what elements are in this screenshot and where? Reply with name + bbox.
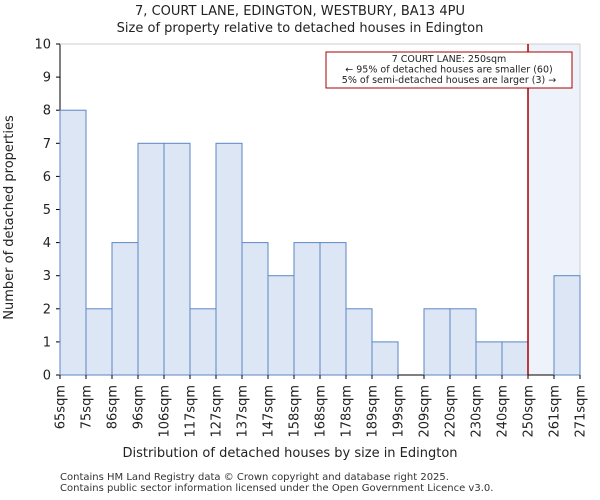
x-tick-label: 189sqm	[366, 385, 381, 438]
bar	[449, 308, 477, 376]
annotation-line: 7 COURT LANE: 250sqm	[392, 54, 507, 65]
x-tick-label: 240sqm	[496, 385, 511, 438]
bar	[137, 142, 165, 376]
footer-copyright: Contains HM Land Registry data © Crown c…	[60, 472, 449, 483]
footer-licence: Contains public sector information licen…	[60, 483, 494, 494]
bar	[293, 242, 321, 376]
x-tick-label: 220sqm	[444, 385, 459, 438]
y-tick-label: 4	[43, 236, 51, 251]
annotation-box	[325, 51, 573, 89]
x-tick-label: 271sqm	[574, 385, 589, 438]
x-tick-label: 75sqm	[80, 385, 95, 429]
y-tick-label: 1	[43, 335, 51, 350]
annotation-line: ← 95% of detached houses are smaller (60…	[345, 65, 552, 76]
chart-subtitle: Size of property relative to detached ho…	[116, 21, 484, 36]
bar	[111, 242, 139, 376]
x-axis-title: Distribution of detached houses by size …	[122, 446, 457, 461]
x-tick-label: 158sqm	[288, 385, 303, 438]
x-tick-label: 178sqm	[340, 385, 355, 438]
chart-title: 7, COURT LANE, EDINGTON, WESTBURY, BA13 …	[135, 4, 465, 19]
bar	[215, 142, 243, 376]
x-tick-label: 261sqm	[548, 385, 563, 438]
x-tick-label: 65sqm	[54, 385, 69, 429]
x-tick-label: 250sqm	[522, 385, 537, 438]
bar	[475, 341, 503, 376]
y-tick-label: 9	[43, 71, 51, 86]
x-tick-label: 137sqm	[236, 385, 251, 438]
bar	[85, 308, 113, 376]
x-tick-label: 86sqm	[106, 385, 121, 429]
bar	[59, 109, 87, 376]
bar	[189, 308, 217, 376]
y-tick-label: 7	[43, 137, 51, 152]
x-tick-label: 96sqm	[132, 385, 147, 429]
x-tick-label: 168sqm	[314, 385, 329, 438]
bar	[371, 341, 399, 376]
y-tick-label: 0	[43, 369, 51, 384]
x-tick-label: 147sqm	[262, 385, 277, 438]
y-tick-label: 8	[43, 104, 51, 119]
y-axis-title: Number of detached properties	[2, 115, 17, 320]
y-tick-label: 2	[43, 302, 51, 317]
x-tick-label: 209sqm	[418, 385, 433, 438]
y-tick-label: 6	[43, 170, 51, 185]
bar	[553, 275, 581, 376]
x-tick-label: 199sqm	[392, 385, 407, 438]
bar	[163, 142, 191, 376]
x-tick-label: 230sqm	[470, 385, 485, 438]
y-tick-label: 3	[43, 269, 51, 284]
bar	[267, 275, 295, 376]
bar	[423, 308, 451, 376]
x-tick-label: 117sqm	[184, 385, 199, 438]
x-tick-label: 106sqm	[158, 385, 173, 438]
bar	[345, 308, 373, 376]
bar	[319, 242, 347, 376]
annotation-line: 5% of semi-detached houses are larger (3…	[342, 75, 556, 86]
bar	[241, 242, 269, 376]
y-tick-label: 10	[34, 38, 51, 53]
y-tick-label: 5	[43, 203, 51, 218]
bar	[501, 341, 529, 376]
x-tick-label: 127sqm	[210, 385, 225, 438]
